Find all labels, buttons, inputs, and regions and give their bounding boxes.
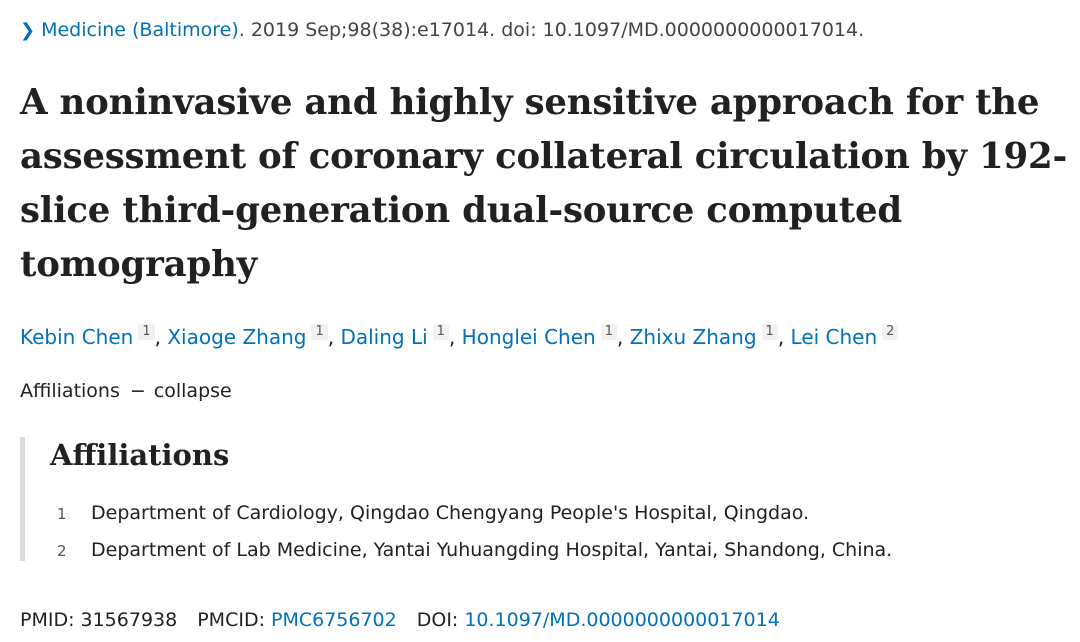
pmid-value: 31567938 bbox=[80, 609, 178, 631]
affiliation-number: 2 bbox=[57, 542, 67, 560]
affiliation-text: Department of Cardiology, Qingdao Chengy… bbox=[91, 502, 810, 524]
affiliations-toggle-label: Affiliations bbox=[20, 380, 120, 402]
author-link[interactable]: Honglei Chen bbox=[461, 325, 596, 349]
author-link[interactable]: Xiaoge Zhang bbox=[167, 325, 307, 349]
affiliations-panel: Affiliations 1 Department of Cardiology, … bbox=[20, 437, 1025, 561]
affiliations-toggle[interactable]: Affiliations − collapse bbox=[20, 377, 232, 405]
affiliation-ref[interactable]: 1 bbox=[138, 324, 155, 340]
affiliation-ref[interactable]: 2 bbox=[882, 324, 899, 340]
affiliation-number: 1 bbox=[57, 505, 67, 523]
author-item: Zhixu Zhang 1 bbox=[629, 324, 778, 349]
author-link[interactable]: Lei Chen bbox=[790, 325, 878, 349]
author-list: Kebin Chen 1, Xiaoge Zhang 1, Daling Li 1, … bbox=[20, 322, 899, 352]
affiliation-text: Department of Lab Medicine, Yantai Yuhua… bbox=[91, 539, 893, 561]
author-link[interactable]: Zhixu Zhang bbox=[629, 325, 757, 349]
citation-details: . 2019 Sep;98(38):e17014. doi: 10.1097/M… bbox=[238, 19, 865, 41]
chevron-right-icon: ❯ bbox=[20, 20, 36, 41]
author-item: Lei Chen 2 bbox=[790, 324, 899, 349]
affiliation-ref[interactable]: 1 bbox=[311, 324, 328, 340]
author-item: Honglei Chen 1 bbox=[461, 324, 617, 349]
pmcid-link[interactable]: PMC6756702 bbox=[270, 609, 397, 631]
citation-line: ❯ Medicine (Baltimore). 2019 Sep;98(38):e… bbox=[20, 16, 864, 45]
affiliation-ref[interactable]: 1 bbox=[432, 324, 449, 340]
pmcid-label: PMCID: bbox=[197, 609, 265, 631]
identifiers-line: PMID: 31567938 PMCID: PMC6756702 DOI: 10.1097… bbox=[20, 606, 780, 634]
affiliations-heading: Affiliations bbox=[50, 438, 230, 472]
author-item: Xiaoge Zhang 1 bbox=[167, 324, 328, 349]
doi-link[interactable]: 10.1097/MD.0000000000017014 bbox=[464, 609, 780, 631]
author-item: Kebin Chen 1 bbox=[20, 324, 155, 349]
affiliation-item: 2 Department of Lab Medicine, Yantai Yuhu… bbox=[57, 532, 892, 569]
affiliation-ref[interactable]: 1 bbox=[761, 324, 778, 340]
doi-label: DOI: bbox=[416, 609, 459, 631]
author-item: Daling Li 1 bbox=[340, 324, 449, 349]
author-link[interactable]: Kebin Chen bbox=[20, 325, 134, 349]
affiliation-item: 1 Department of Cardiology, Qingdao Cheng… bbox=[57, 495, 892, 532]
author-link[interactable]: Daling Li bbox=[340, 325, 428, 349]
affiliations-list: 1 Department of Cardiology, Qingdao Cheng… bbox=[57, 495, 892, 569]
article-title: A noninvasive and highly sensitive appro… bbox=[20, 82, 1068, 285]
collapse-dash-icon: − bbox=[129, 380, 146, 402]
collapse-label: collapse bbox=[153, 380, 232, 402]
pmid-label: PMID: bbox=[20, 609, 75, 631]
journal-link[interactable]: Medicine (Baltimore) bbox=[41, 19, 239, 41]
affiliation-ref[interactable]: 1 bbox=[600, 324, 617, 340]
